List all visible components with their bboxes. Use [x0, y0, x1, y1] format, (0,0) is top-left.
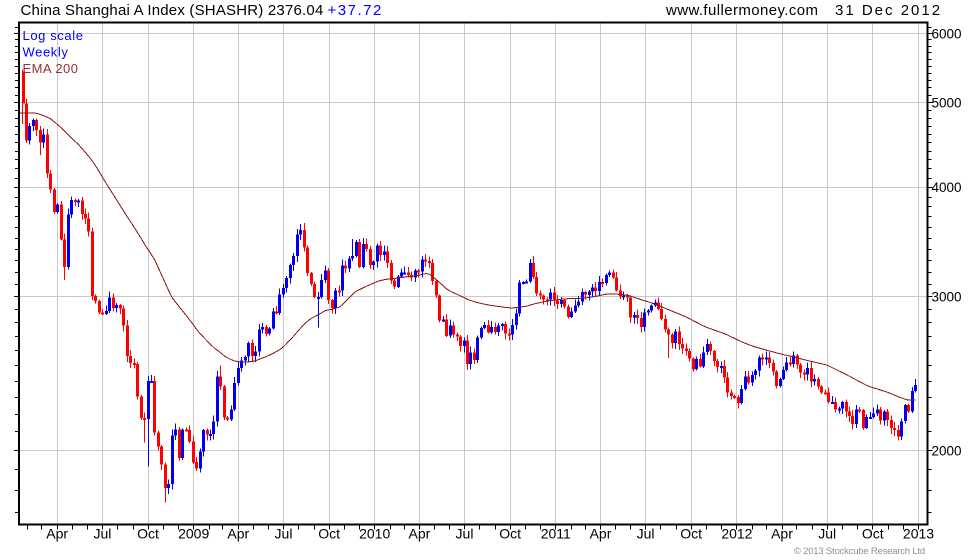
svg-text:Apr: Apr — [46, 526, 68, 542]
svg-text:Jul: Jul — [818, 526, 836, 542]
svg-text:2010: 2010 — [359, 526, 390, 542]
svg-text:6000: 6000 — [932, 26, 962, 41]
svg-text:+37.72: +37.72 — [328, 2, 383, 19]
svg-text:EMA 200: EMA 200 — [23, 61, 79, 76]
svg-text:Jul: Jul — [93, 526, 111, 542]
svg-text:2009: 2009 — [178, 526, 209, 542]
svg-text:Weekly: Weekly — [23, 45, 69, 60]
svg-text:www.fullermoney.com: www.fullermoney.com — [665, 2, 818, 19]
svg-text:4000: 4000 — [932, 180, 962, 195]
svg-text:31 Dec 2012: 31 Dec 2012 — [835, 2, 942, 19]
svg-text:Log scale: Log scale — [23, 28, 84, 43]
svg-text:Oct: Oct — [318, 526, 340, 542]
svg-text:China Shanghai A Index (SHASHR: China Shanghai A Index (SHASHR) 2376.04 — [21, 2, 324, 19]
svg-text:2013: 2013 — [903, 526, 934, 542]
svg-text:Apr: Apr — [590, 526, 612, 542]
svg-text:Oct: Oct — [862, 526, 884, 542]
svg-text:3000: 3000 — [932, 289, 962, 304]
svg-text:Jul: Jul — [456, 526, 474, 542]
svg-text:2012: 2012 — [721, 526, 752, 542]
svg-text:© 2013 Stockcube Research Ltd: © 2013 Stockcube Research Ltd — [794, 546, 925, 557]
svg-text:2000: 2000 — [932, 443, 962, 458]
svg-text:Apr: Apr — [409, 526, 431, 542]
svg-text:Apr: Apr — [227, 526, 249, 542]
svg-text:Apr: Apr — [771, 526, 793, 542]
svg-text:Jul: Jul — [275, 526, 293, 542]
svg-text:2011: 2011 — [541, 526, 571, 542]
svg-text:5000: 5000 — [932, 96, 962, 111]
svg-text:Oct: Oct — [499, 526, 521, 542]
svg-text:Oct: Oct — [680, 526, 702, 542]
svg-text:Jul: Jul — [637, 526, 655, 542]
svg-text:Oct: Oct — [137, 526, 159, 542]
